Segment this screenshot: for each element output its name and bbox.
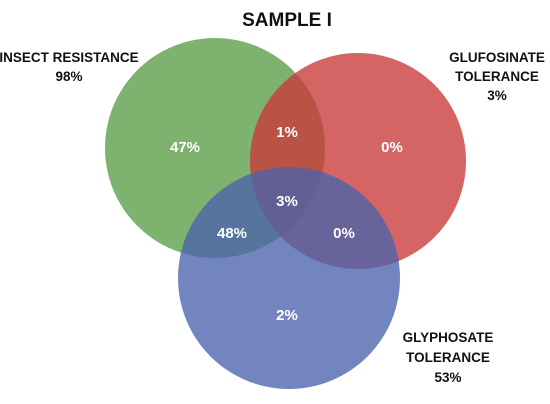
- glufosinate-tolerance-label-line2: TOLERANCE: [455, 69, 539, 84]
- glyphosate-tolerance-label-line2: TOLERANCE: [406, 350, 490, 365]
- insect-resistance-total: 98%: [55, 69, 82, 84]
- diagram-title: SAMPLE I: [242, 10, 332, 31]
- region-all-three: 3%: [276, 193, 298, 210]
- glufosinate-tolerance-total: 3%: [487, 88, 507, 103]
- glufosinate-tolerance-label-line1: GLUFOSINATE: [449, 50, 545, 65]
- glyphosate-tolerance-total: 53%: [434, 370, 461, 385]
- region-insect-glyphosate: 48%: [217, 225, 247, 242]
- region-insect-glufosinate: 1%: [276, 124, 298, 141]
- region-glufosinate-glyphosate: 0%: [333, 225, 355, 242]
- region-glufosinate-only: 0%: [381, 139, 403, 156]
- region-insect-only: 47%: [170, 139, 200, 156]
- glyphosate-tolerance-label-line1: GLYPHOSATE: [403, 330, 494, 345]
- region-glyphosate-only: 2%: [276, 307, 298, 324]
- insect-resistance-label: INSECT RESISTANCE: [0, 50, 139, 65]
- glyphosate-tolerance-circle: [178, 167, 400, 389]
